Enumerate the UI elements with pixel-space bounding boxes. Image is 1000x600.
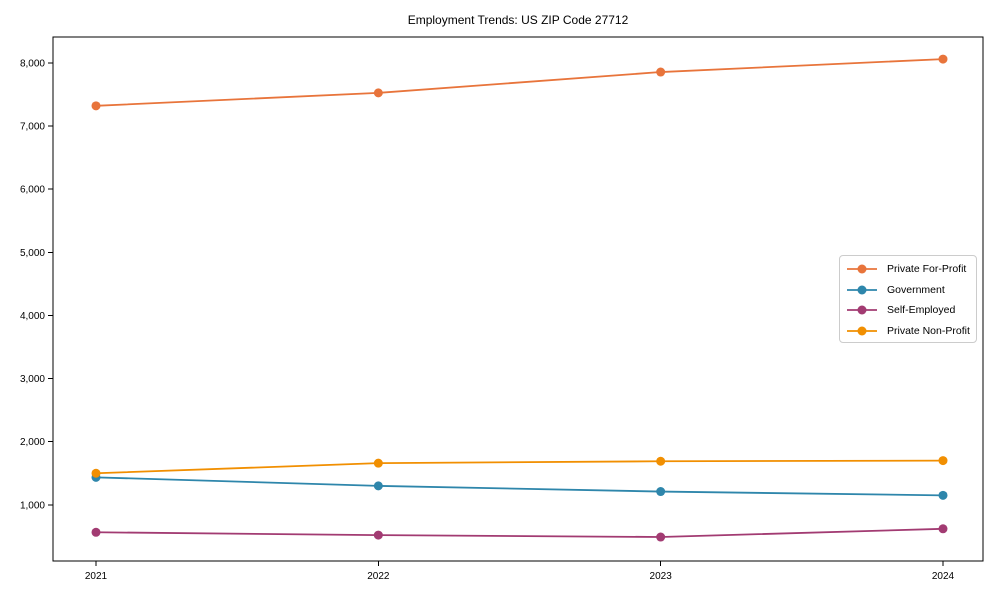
y-tick-label: 8,000 <box>20 58 45 69</box>
data-point <box>656 456 666 466</box>
data-point <box>91 527 101 537</box>
legend-item: Government <box>845 280 976 301</box>
legend-label: Private Non-Profit <box>887 324 970 337</box>
legend-label: Government <box>887 283 945 296</box>
data-point <box>656 532 666 542</box>
x-tick-label: 2023 <box>650 571 673 582</box>
series-line-2 <box>95 527 944 538</box>
data-point <box>91 468 101 478</box>
legend: Private For-Profit Government Self-Employe… <box>839 255 977 343</box>
y-tick-label: 4,000 <box>20 311 45 322</box>
data-point <box>373 458 383 468</box>
data-point <box>938 456 948 466</box>
data-point <box>91 101 101 111</box>
x-tick-label: 2021 <box>85 571 108 582</box>
data-point <box>656 487 666 497</box>
chart-title: Employment Trends: US ZIP Code 27712 <box>407 13 629 27</box>
data-point <box>373 530 383 540</box>
legend-label: Private For-Profit <box>887 263 967 276</box>
series-line-3 <box>95 459 944 475</box>
data-point <box>938 524 948 534</box>
legend-item: Private For-Profit <box>845 259 976 280</box>
x-tick-label: 2022 <box>367 571 390 582</box>
y-tick-label: 1,000 <box>20 500 45 511</box>
legend-swatch-icon <box>847 305 877 315</box>
legend-label: Self-Employed <box>887 304 956 317</box>
y-tick-label: 5,000 <box>20 248 45 259</box>
data-point <box>938 54 948 64</box>
series-line-0 <box>95 58 944 107</box>
legend-item: Self-Employed <box>845 300 976 321</box>
data-point <box>373 481 383 491</box>
data-point <box>938 490 948 500</box>
series-line-1 <box>95 476 944 497</box>
legend-swatch-icon <box>847 326 877 336</box>
y-tick-label: 6,000 <box>20 185 45 196</box>
legend-item: Private Non-Profit <box>845 321 976 342</box>
axes-frame <box>52 36 984 562</box>
legend-swatch-icon <box>847 285 877 295</box>
y-tick-label: 3,000 <box>20 374 45 385</box>
legend-swatch-icon <box>847 264 877 274</box>
y-tick-label: 7,000 <box>20 122 45 133</box>
x-tick-label: 2024 <box>932 571 955 582</box>
data-point <box>373 88 383 98</box>
y-tick-label: 2,000 <box>20 437 45 448</box>
data-point <box>656 67 666 77</box>
